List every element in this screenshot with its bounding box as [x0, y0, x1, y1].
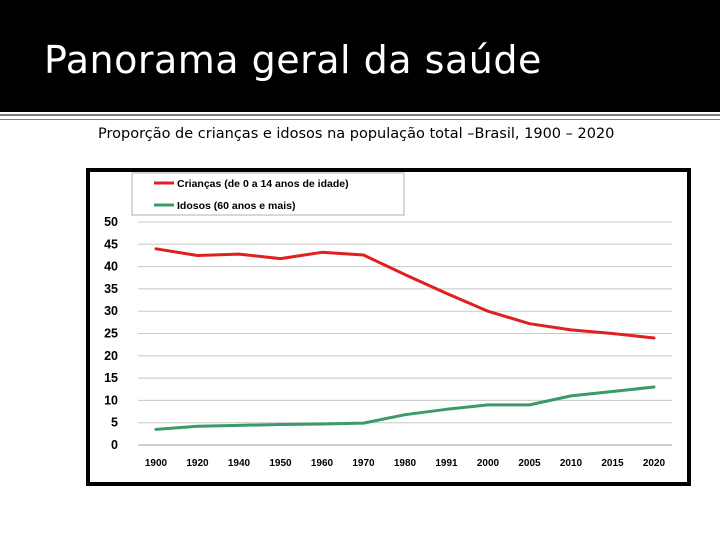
x-tick-label: 1991 — [435, 458, 458, 469]
x-tick-label: 1900 — [145, 458, 168, 469]
legend-label: Idosos (60 anos e mais) — [177, 200, 295, 212]
y-tick-label: 35 — [104, 282, 118, 296]
x-tick-label: 2000 — [477, 458, 500, 469]
x-tick-label: 2005 — [518, 458, 541, 469]
y-tick-label: 40 — [104, 260, 118, 274]
x-tick-label: 1980 — [394, 458, 417, 469]
chart-subtitle: Proporção de crianças e idosos na popula… — [98, 126, 615, 142]
x-tick-label: 1950 — [269, 458, 292, 469]
x-tick-label: 2010 — [560, 458, 583, 469]
x-tick-label: 2020 — [643, 458, 666, 469]
x-tick-label: 1970 — [352, 458, 375, 469]
y-tick-label: 45 — [104, 237, 118, 251]
legend-box — [131, 172, 405, 216]
x-tick-label: 2015 — [601, 458, 624, 469]
y-tick-label: 20 — [104, 349, 118, 363]
y-tick-label: 5 — [111, 416, 118, 430]
x-tick-label: 1920 — [186, 458, 209, 469]
y-tick-label: 15 — [104, 371, 118, 385]
y-tick-label: 25 — [104, 327, 118, 341]
x-tick-label: 1960 — [311, 458, 334, 469]
y-tick-label: 10 — [104, 393, 118, 407]
title-divider — [0, 114, 720, 116]
x-tick-label: 1940 — [228, 458, 251, 469]
chart-frame: 50 45 40 35 30 25 20 15 10 5 0 1900 1920 1940 1950 1960… — [86, 168, 691, 486]
series-line-elderly — [154, 385, 656, 431]
series-line-children — [154, 247, 656, 340]
legend-label: Crianças (de 0 a 14 anos de idade) — [177, 178, 349, 190]
slide-title: Panorama geral da saúde — [44, 38, 542, 82]
y-tick-label: 30 — [104, 304, 118, 318]
y-tick-label: 50 — [104, 215, 118, 229]
title-bar — [0, 0, 720, 112]
title-divider-thin — [0, 119, 720, 120]
y-tick-label: 0 — [111, 438, 118, 452]
